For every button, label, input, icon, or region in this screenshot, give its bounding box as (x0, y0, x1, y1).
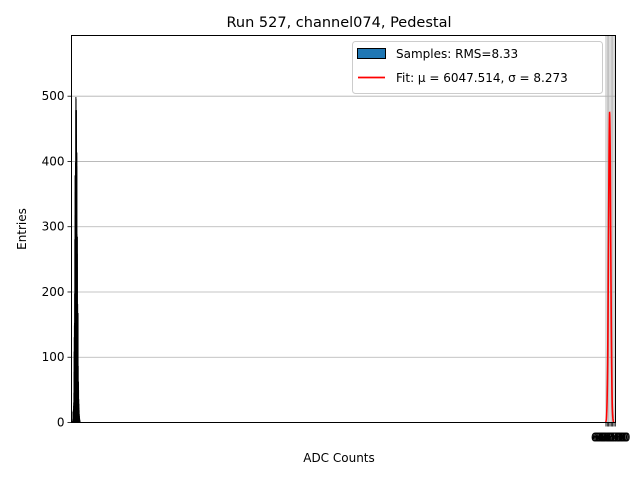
fit-curve-layer (604, 111, 615, 424)
x-tick-label: 6030 (592, 431, 623, 445)
legend-histogram-swatch (357, 48, 386, 59)
chart-title: Run 527, channel074, Pedestal (226, 15, 451, 31)
y-tick-label: 300 (42, 220, 65, 234)
y-axis-label: Entries (15, 208, 29, 250)
y-tick-label: 100 (42, 350, 65, 364)
y-tick-label: 200 (42, 285, 65, 299)
plot-frame (71, 35, 616, 423)
x-tick-label: 6020 (591, 431, 622, 445)
x-tick-label: 6040 (593, 431, 624, 445)
x-tick-label: 6070 (597, 431, 628, 445)
legend-histogram-label: Samples: RMS=8.33 (396, 47, 518, 61)
legend-fit-label: Fit: μ = 6047.514, σ = 8.273 (396, 71, 568, 85)
y-tick-label: 500 (42, 89, 65, 103)
histogram-bars (71, 97, 81, 423)
x-axis-label: ADC Counts (303, 451, 375, 465)
legend: Samples: RMS=8.33 Fit: μ = 6047.514, σ =… (352, 41, 603, 94)
x-tick-label: 6060 (596, 431, 627, 445)
x-tick-label: 6090 (600, 431, 631, 445)
x-tick-label: 6080 (599, 431, 630, 445)
legend-frame (352, 41, 603, 94)
y-tick-label: 400 (42, 154, 65, 168)
fit-curve (604, 111, 615, 424)
y-tick-label: 0 (57, 416, 65, 430)
y-axis-ticks: 0 100 200 300 400 500 (42, 89, 72, 430)
x-tick-label: 6050 (595, 431, 626, 445)
